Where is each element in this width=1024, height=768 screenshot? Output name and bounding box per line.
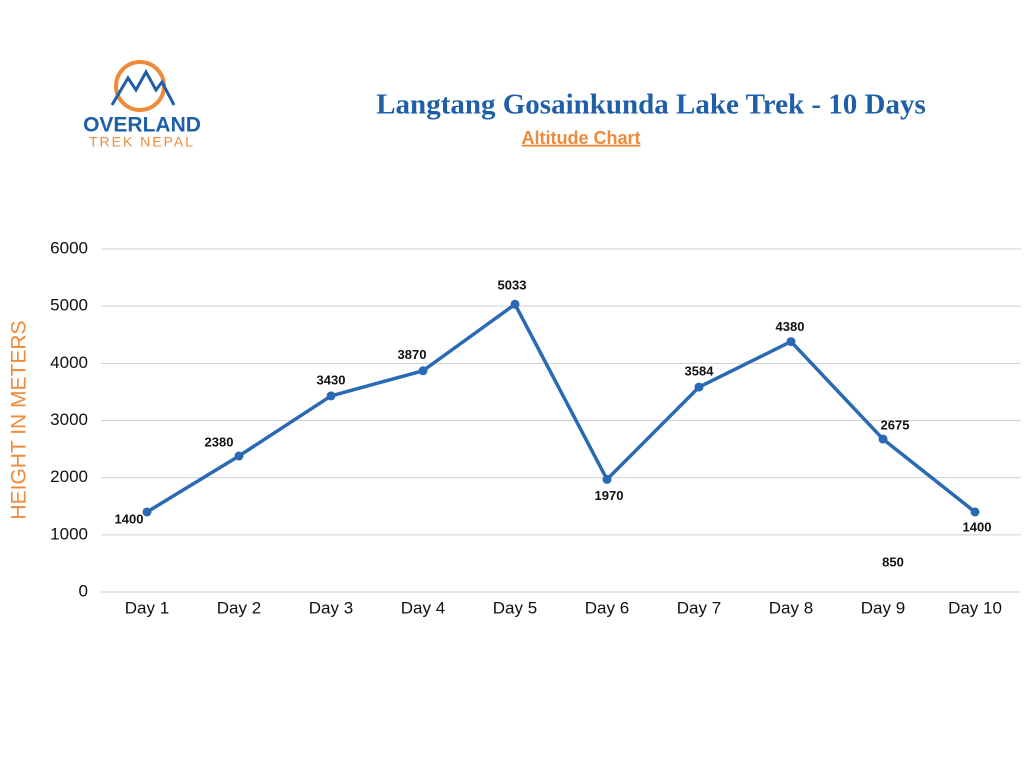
- value-label: 3430: [317, 372, 346, 387]
- x-tick-label: Day 6: [585, 598, 629, 617]
- value-label: 3584: [685, 364, 715, 379]
- logo-name: OVERLAND: [83, 114, 201, 137]
- y-tick-label: 6000: [50, 238, 88, 257]
- x-tick-label: Day 10: [948, 598, 1002, 617]
- x-tick-label: Day 4: [401, 598, 445, 617]
- y-tick-label: 0: [79, 581, 88, 600]
- point: [970, 507, 980, 517]
- x-tick-label: Day 2: [217, 598, 261, 617]
- y-tick-label: 3000: [50, 410, 88, 429]
- chart-title: Langtang Gosainkunda Lake Trek - 10 Days: [376, 89, 926, 121]
- value-label: 1970: [595, 488, 624, 503]
- annotation: 850: [882, 554, 904, 569]
- chart-subtitle: Altitude Chart: [522, 128, 641, 148]
- x-tick-label: Day 7: [677, 598, 721, 617]
- y-tick-label: 2000: [50, 467, 88, 486]
- point: [510, 299, 520, 309]
- y-tick-label: 1000: [50, 524, 88, 543]
- point: [142, 507, 152, 517]
- point: [694, 382, 704, 392]
- line: [146, 302, 977, 514]
- logo-mountains: [110, 68, 176, 106]
- y-tick-label: 4000: [50, 353, 88, 372]
- value-label: 1400: [115, 511, 144, 526]
- point: [234, 451, 244, 461]
- logo-tagline: TREK NEPAL: [89, 134, 195, 150]
- value-label: 5033: [498, 278, 527, 293]
- logo: OVERLAND TREK NEPAL: [83, 60, 201, 150]
- point: [878, 434, 888, 444]
- value-label: 4380: [776, 319, 805, 334]
- x-tick-label: Day 9: [861, 598, 905, 617]
- point: [602, 474, 612, 484]
- point: [326, 391, 336, 401]
- x-tick-label: Day 5: [493, 598, 537, 617]
- value-label: 3870: [398, 347, 427, 362]
- value-label: 2380: [205, 434, 234, 449]
- x-tick-label: Day 8: [769, 598, 813, 617]
- point: [786, 337, 796, 347]
- y-tick-label: 5000: [50, 296, 88, 315]
- value-label: 2675: [881, 418, 910, 433]
- point: [418, 366, 428, 376]
- x-tick-label: Day 1: [125, 598, 169, 617]
- y-axis-label: HEIGHT IN METERS: [8, 320, 31, 519]
- value-label: 1400: [963, 519, 992, 534]
- x-tick-label: Day 3: [309, 598, 353, 617]
